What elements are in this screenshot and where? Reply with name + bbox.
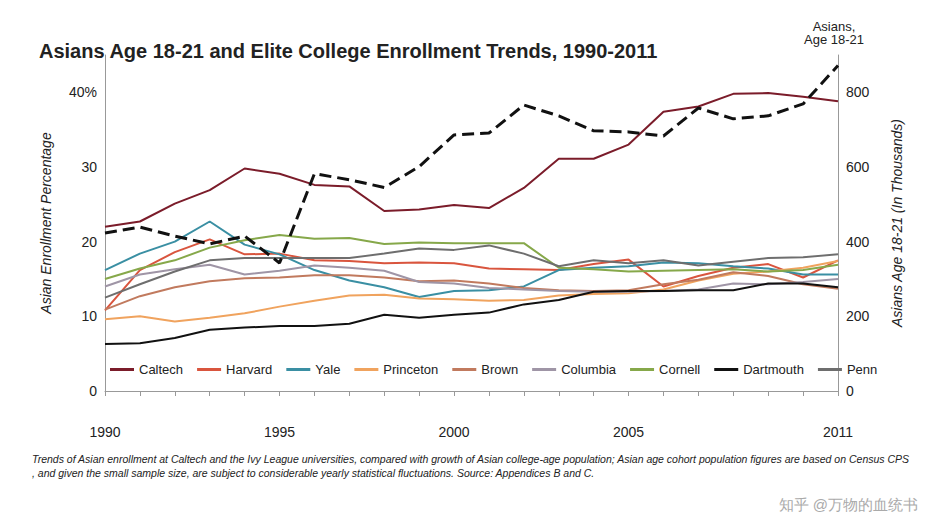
svg-text:800: 800 — [846, 84, 870, 100]
svg-text:Yale: Yale — [315, 362, 340, 377]
svg-text:2005: 2005 — [613, 424, 644, 440]
svg-text:Brown: Brown — [481, 362, 518, 377]
svg-text:Harvard: Harvard — [226, 362, 272, 377]
svg-text:1990: 1990 — [89, 424, 120, 440]
svg-text:Age 18-21: Age 18-21 — [804, 32, 864, 47]
svg-text:Princeton: Princeton — [383, 362, 438, 377]
svg-text:2011: 2011 — [823, 424, 853, 440]
svg-text:10: 10 — [81, 308, 97, 324]
svg-text:40%: 40% — [69, 84, 97, 100]
svg-text:Caltech: Caltech — [139, 362, 183, 377]
svg-text:Dartmouth: Dartmouth — [743, 362, 804, 377]
svg-text:30: 30 — [81, 159, 97, 175]
svg-text:Columbia: Columbia — [561, 362, 617, 377]
svg-text:0: 0 — [89, 383, 97, 399]
svg-text:2000: 2000 — [438, 424, 469, 440]
svg-text:Penn: Penn — [847, 362, 877, 377]
svg-text:Cornell: Cornell — [659, 362, 700, 377]
svg-text:Asians Age 18-21 (In Thousands: Asians Age 18-21 (In Thousands) — [889, 119, 905, 328]
svg-text:Asians Age 18-21 and Elite Col: Asians Age 18-21 and Elite College Enrol… — [39, 40, 657, 62]
svg-text:0: 0 — [846, 383, 854, 399]
svg-text:600: 600 — [846, 159, 870, 175]
svg-text:知乎 @万物的血统书: 知乎 @万物的血统书 — [779, 496, 918, 513]
svg-text:, and given the small sample s: , and given the small sample size, are s… — [32, 467, 594, 479]
svg-text:Asians,: Asians, — [812, 19, 856, 35]
svg-text:400: 400 — [846, 234, 870, 250]
svg-text:20: 20 — [81, 234, 97, 250]
svg-text:Asian Enrollment Percentage: Asian Enrollment Percentage — [38, 132, 54, 315]
svg-text:Trends of Asian enrollment at: Trends of Asian enrollment at Caltech an… — [32, 453, 909, 465]
svg-text:200: 200 — [846, 308, 870, 324]
svg-text:1995: 1995 — [264, 424, 295, 440]
